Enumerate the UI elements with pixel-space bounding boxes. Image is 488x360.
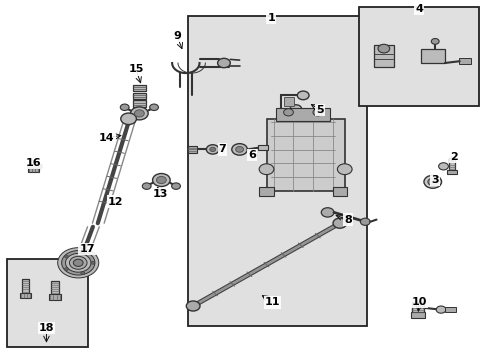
Circle shape bbox=[337, 164, 351, 175]
Circle shape bbox=[64, 268, 68, 271]
Circle shape bbox=[121, 113, 136, 125]
Text: 15: 15 bbox=[128, 64, 143, 75]
Circle shape bbox=[69, 256, 87, 269]
Bar bbox=[188, 146, 197, 153]
Circle shape bbox=[283, 109, 293, 116]
Circle shape bbox=[377, 44, 389, 53]
Circle shape bbox=[130, 107, 148, 120]
Circle shape bbox=[430, 39, 438, 44]
Bar bbox=[359, 7, 478, 106]
Bar bbox=[448, 158, 454, 171]
Circle shape bbox=[321, 208, 333, 217]
Bar bbox=[458, 58, 470, 64]
Bar bbox=[332, 187, 346, 196]
Circle shape bbox=[149, 104, 158, 111]
Text: 6: 6 bbox=[247, 150, 255, 160]
Circle shape bbox=[156, 176, 166, 184]
Circle shape bbox=[423, 175, 441, 188]
Circle shape bbox=[206, 145, 219, 154]
Circle shape bbox=[209, 147, 215, 152]
Circle shape bbox=[134, 110, 144, 117]
Text: 10: 10 bbox=[410, 297, 426, 307]
Bar bbox=[20, 293, 31, 298]
Text: 12: 12 bbox=[108, 197, 123, 207]
Bar bbox=[133, 93, 145, 99]
Text: 2: 2 bbox=[449, 152, 457, 162]
Circle shape bbox=[289, 105, 301, 113]
Circle shape bbox=[65, 253, 91, 272]
Circle shape bbox=[120, 104, 129, 111]
Text: 3: 3 bbox=[430, 175, 438, 185]
Circle shape bbox=[186, 301, 200, 311]
Circle shape bbox=[332, 218, 346, 228]
Circle shape bbox=[64, 255, 68, 258]
Bar bbox=[51, 281, 59, 295]
Circle shape bbox=[297, 91, 308, 100]
Bar bbox=[420, 49, 444, 63]
Circle shape bbox=[73, 259, 83, 266]
Bar bbox=[410, 312, 425, 318]
Circle shape bbox=[142, 183, 151, 189]
Text: 8: 8 bbox=[344, 215, 351, 225]
Bar bbox=[266, 119, 344, 191]
Circle shape bbox=[61, 251, 95, 275]
Circle shape bbox=[360, 218, 369, 225]
Text: 14: 14 bbox=[99, 132, 114, 143]
Bar bbox=[28, 168, 39, 172]
Bar bbox=[373, 45, 393, 67]
Bar bbox=[188, 16, 366, 326]
Circle shape bbox=[312, 109, 322, 116]
Bar bbox=[259, 187, 273, 196]
Text: 4: 4 bbox=[414, 4, 422, 14]
Text: 16: 16 bbox=[25, 158, 41, 168]
Text: 13: 13 bbox=[152, 189, 167, 199]
Bar bbox=[411, 302, 423, 313]
Circle shape bbox=[435, 306, 445, 313]
Circle shape bbox=[217, 58, 230, 68]
Circle shape bbox=[81, 251, 84, 254]
Bar bbox=[27, 164, 41, 168]
Bar bbox=[258, 145, 267, 150]
Text: 5: 5 bbox=[316, 105, 324, 115]
Circle shape bbox=[91, 261, 95, 264]
Circle shape bbox=[58, 248, 99, 278]
Circle shape bbox=[171, 183, 180, 189]
Text: 9: 9 bbox=[173, 31, 181, 41]
Circle shape bbox=[438, 163, 447, 170]
Circle shape bbox=[427, 178, 437, 185]
Bar bbox=[133, 100, 145, 107]
Text: 11: 11 bbox=[264, 297, 280, 307]
Bar bbox=[7, 259, 88, 347]
Bar bbox=[49, 294, 61, 300]
Circle shape bbox=[235, 147, 243, 152]
Text: 7: 7 bbox=[218, 144, 226, 154]
Bar bbox=[283, 97, 294, 106]
Text: 17: 17 bbox=[79, 244, 95, 254]
Text: 18: 18 bbox=[39, 323, 54, 333]
Circle shape bbox=[259, 164, 273, 175]
Circle shape bbox=[152, 174, 170, 186]
Circle shape bbox=[231, 144, 247, 155]
Bar bbox=[276, 108, 329, 121]
Text: 1: 1 bbox=[267, 13, 275, 23]
Circle shape bbox=[81, 272, 84, 275]
Bar bbox=[447, 170, 456, 174]
Bar bbox=[444, 307, 455, 312]
Bar bbox=[133, 85, 145, 91]
Bar bbox=[22, 279, 29, 293]
